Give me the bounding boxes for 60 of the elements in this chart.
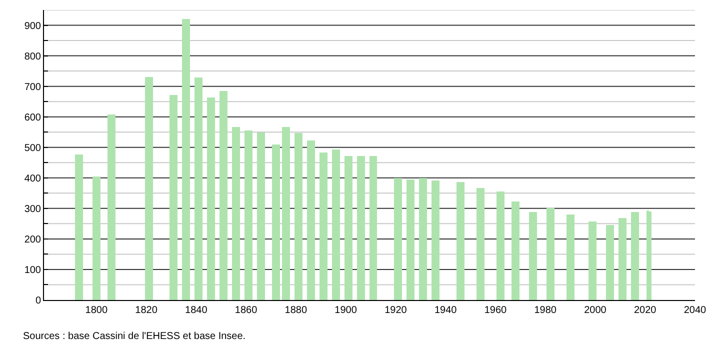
- y-tick-label: 600: [24, 112, 42, 124]
- x-tick-label: 1860: [234, 305, 258, 316]
- bar: [618, 218, 627, 300]
- bar: [394, 178, 402, 300]
- bar: [546, 208, 554, 300]
- y-tick-label: 900: [24, 20, 42, 32]
- bar: [319, 152, 328, 300]
- bar: [244, 130, 253, 300]
- bar: [566, 214, 574, 300]
- bar: [144, 77, 153, 300]
- y-tick-label: 100: [24, 264, 42, 276]
- x-tick-label: 1940: [434, 305, 458, 316]
- y-tick-label: 700: [24, 82, 42, 93]
- source-note: Sources : base Cassini de l'EHESS et base Insee.: [23, 331, 246, 340]
- bar: [369, 156, 378, 300]
- bar: [406, 180, 415, 300]
- y-tick-label: 500: [24, 142, 42, 154]
- x-tick-label: 1900: [334, 305, 358, 316]
- y-tick-label: 400: [24, 173, 42, 184]
- bar: [356, 156, 365, 300]
- bar: [344, 156, 352, 300]
- bar: [456, 182, 465, 300]
- bar: [232, 127, 240, 300]
- bar: [194, 77, 203, 300]
- bar: [294, 133, 302, 300]
- x-tick-label: 2000: [584, 305, 607, 316]
- bar: [476, 188, 484, 300]
- bar: [220, 91, 228, 300]
- bar: [182, 19, 190, 300]
- y-tick-label: 0: [35, 296, 42, 306]
- y-tick-label: 800: [24, 51, 42, 62]
- x-tick-label: 1960: [484, 305, 508, 316]
- bar: [419, 178, 428, 300]
- bar: [432, 180, 440, 300]
- bar: [606, 224, 614, 300]
- bar: [588, 222, 597, 300]
- bar: [107, 114, 116, 300]
- bar: [631, 212, 640, 300]
- x-tick-label: 2020: [634, 305, 657, 316]
- y-tick-label: 200: [24, 234, 42, 246]
- bar: [306, 140, 315, 300]
- bar: [528, 212, 537, 300]
- x-tick-label: 1820: [135, 305, 158, 316]
- bar: [257, 132, 265, 300]
- bar: [92, 176, 100, 300]
- bar: [511, 202, 520, 300]
- y-tick-label: 300: [24, 204, 42, 215]
- x-tick-label: 1880: [284, 305, 308, 316]
- x-tick-label: 1920: [384, 305, 408, 316]
- bar: [272, 144, 280, 300]
- bar: [332, 150, 340, 300]
- x-tick-label: 1840: [185, 305, 208, 316]
- bar: [170, 94, 178, 300]
- bar: [496, 191, 504, 300]
- x-tick-label: 2040: [684, 305, 707, 316]
- x-tick-label: 1980: [534, 305, 557, 316]
- bar: [74, 154, 83, 300]
- x-tick-label: 1800: [85, 305, 108, 316]
- bar: [282, 126, 290, 300]
- bar: [207, 97, 216, 300]
